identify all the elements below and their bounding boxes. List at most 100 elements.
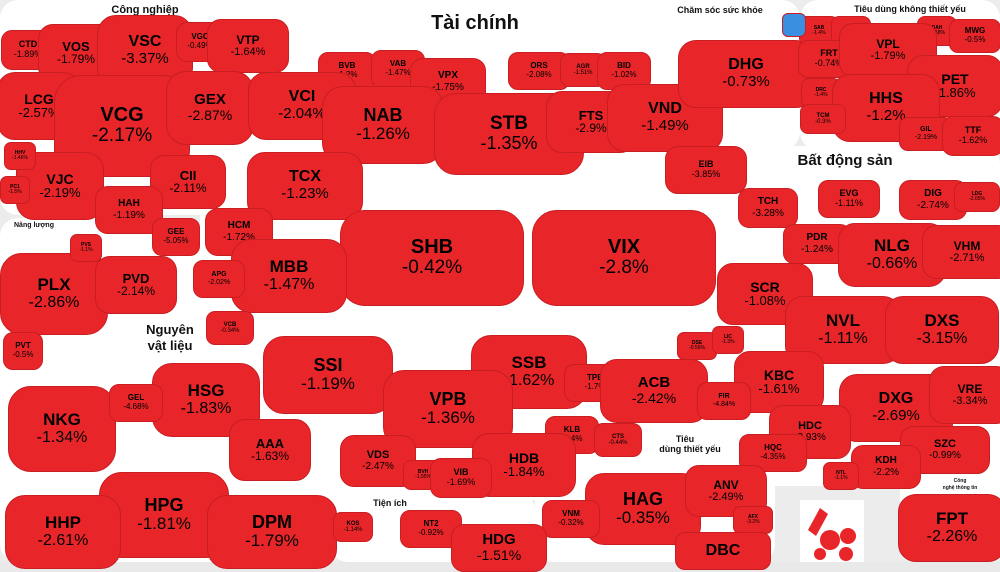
tile-ticker: TTF [964,125,982,136]
tile-dse[interactable]: DSE -0.56% [677,332,717,360]
tile-change: -1.62% [958,134,988,145]
tile-change: -2.93% [794,432,826,444]
tile-ldg[interactable]: LDG -2.05% [954,182,1000,212]
tile-ors[interactable]: ORS -2.08% [508,52,570,90]
tile-ticker: NVL [826,311,860,331]
tile-change: -1.79% [245,531,299,551]
tile-change: -2.86% [28,294,80,312]
tile-vix[interactable]: VIX -2.8% [532,210,716,306]
tile-ticker: KLB [563,425,581,435]
tile-pvs[interactable]: PVS -1.1% [70,234,102,262]
tile-tch[interactable]: TCH -3.28% [738,188,798,228]
tile-ticker: TCM [816,112,830,119]
tile-gel[interactable]: GEL -4.68% [109,384,163,422]
tile-vib[interactable]: VIB -1.69% [430,458,492,498]
tile-gex[interactable]: GEX -2.87% [166,71,254,145]
tile-change: -2.47% [362,461,394,473]
tile-evg[interactable]: EVG -1.11% [818,180,880,218]
tile-change: -1.35% [480,133,538,154]
tile-hdg[interactable]: HDG -1.51% [451,524,547,572]
tile-eib[interactable]: EIB -3.85% [665,146,747,194]
tile-ticker: SZC [934,437,956,450]
tile-ticker: GEE [167,227,185,237]
tile-ticker: NTL [836,469,846,476]
tile-change: -1.19% [113,209,145,221]
tile-ticker: MWG [964,26,986,36]
tile-change: -0.56% [689,344,705,351]
tile-vre[interactable]: VRE -3.34% [929,366,1000,424]
tile-change: -2.26% [926,528,978,546]
tile-fir[interactable]: FIR -4.84% [697,382,751,420]
tile-ticker: LIC [723,333,733,340]
tile-hhp[interactable]: HHP -2.61% [5,495,121,569]
tile-ticker: VJC [46,170,74,187]
tile-ttf[interactable]: TTF -1.62% [942,116,1000,156]
tile-ticker: DHG [728,56,764,74]
tile-nab[interactable]: NAB -1.26% [322,86,444,164]
logo-icon [800,500,864,562]
tile-pc1[interactable]: PC1 -1.5% [0,176,30,204]
tile-cts[interactable]: CTS -0.44% [594,423,642,457]
tile-hqc[interactable]: HQC -4.35% [739,434,807,472]
tile-acb[interactable]: ACB -2.42% [600,359,708,423]
tile-change: -1.34% [36,429,88,447]
tile-ticker: VND [648,100,682,118]
tile-ticker: VRE [957,381,983,396]
tile-ticker: NLG [874,236,910,256]
tile-gee[interactable]: GEE -5.05% [152,218,200,256]
tile-hhv[interactable]: HHV -1.46% [4,142,36,170]
tile-change: -0.34% [220,327,240,334]
tile-kos[interactable]: KOS -1.14% [333,512,373,542]
tile-pvd[interactable]: PVD -2.14% [95,256,177,314]
tile-mbb[interactable]: MBB -1.47% [231,239,347,313]
tile-mwg[interactable]: MWG -0.5% [949,19,1000,53]
tile-lic[interactable]: LIC -1.3% [712,326,744,354]
tile-vds[interactable]: VDS -2.47% [340,435,416,487]
tile-change: -0.66% [866,255,918,273]
tile-unlabeled[interactable] [782,13,806,37]
tile-vnm[interactable]: VNM -0.32% [542,500,600,538]
tile-ticker: DSE [691,339,703,346]
tile-dhg[interactable]: DHG -0.73% [678,40,814,108]
tile-pvt[interactable]: PVT -0.5% [3,332,43,370]
tile-ticker: VCI [288,88,316,106]
tile-fpt[interactable]: FPT -2.26% [898,494,1000,562]
tile-change: -1.64% [230,46,266,59]
tile-ticker: HDG [482,531,516,549]
tile-ticker: VIX [607,236,641,259]
tile-change: -2.42% [631,390,677,407]
tile-plx[interactable]: PLX -2.86% [0,253,108,335]
tile-change: -2.61% [37,532,89,550]
tile-ticker: STB [490,113,528,135]
tile-shb[interactable]: SHB -0.42% [340,210,524,306]
tile-ssi[interactable]: SSI -1.19% [263,336,393,414]
tile-change: -2.8% [599,257,649,279]
tile-ticker: HHV [14,149,26,156]
tile-aaa[interactable]: AAA -1.63% [229,419,311,481]
tile-dbc[interactable]: DBC [675,532,771,570]
tile-ticker: HQC [764,443,782,453]
tile-ntl[interactable]: NTL -1.1% [823,462,859,490]
tile-vhm[interactable]: VHM -2.71% [922,225,1000,279]
tile-dpm[interactable]: DPM -1.79% [207,495,337,569]
tile-dxs[interactable]: DXS -3.15% [885,296,999,364]
tile-afx[interactable]: AFX -3.2% [733,506,773,534]
tile-nkg[interactable]: NKG -1.34% [8,386,116,472]
tile-change: -2.05% [969,195,985,202]
tile-vtp[interactable]: VTP -1.64% [207,19,289,73]
tile-change: -0.44% [608,439,628,446]
tile-change: -1.81% [137,514,191,534]
tile-change: -2.74% [917,199,949,211]
tile-change: -0.42% [401,257,463,279]
tile-change: -1.51% [476,547,522,564]
tile-vcb[interactable]: VCB -0.34% [206,311,254,345]
tile-ticker: BVB [338,61,356,71]
tile-ticker: VPL [876,36,900,51]
tile-tcm[interactable]: TCM -0.3% [800,104,846,134]
tile-ticker: FTS [578,107,604,123]
tile-apg[interactable]: APG -2.02% [193,260,245,298]
tile-change: -2.19% [914,133,938,141]
tile-change: -2.04% [278,105,326,123]
tile-hah[interactable]: HAH -1.19% [95,186,163,234]
tile-kdh[interactable]: KDH -2.2% [851,445,921,489]
